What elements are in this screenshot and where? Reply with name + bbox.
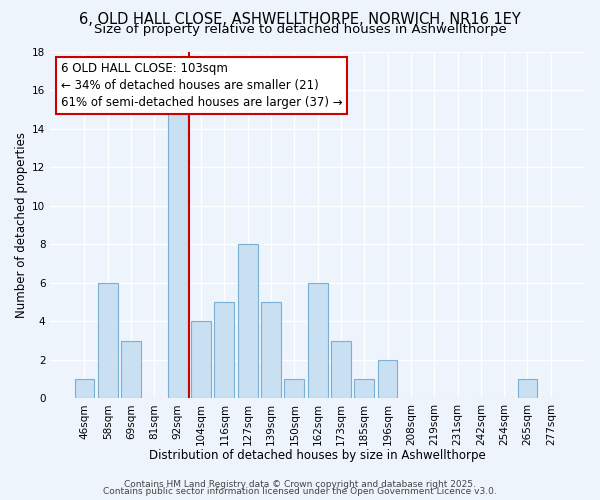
Bar	[121, 340, 141, 398]
Text: 6 OLD HALL CLOSE: 103sqm
← 34% of detached houses are smaller (21)
61% of semi-d: 6 OLD HALL CLOSE: 103sqm ← 34% of detach…	[61, 62, 343, 109]
Bar	[98, 282, 118, 399]
Bar	[355, 379, 374, 398]
Bar	[377, 360, 397, 399]
X-axis label: Distribution of detached houses by size in Ashwellthorpe: Distribution of detached houses by size …	[149, 450, 486, 462]
Bar	[261, 302, 281, 398]
Y-axis label: Number of detached properties: Number of detached properties	[15, 132, 28, 318]
Text: Contains HM Land Registry data © Crown copyright and database right 2025.: Contains HM Land Registry data © Crown c…	[124, 480, 476, 489]
Bar	[518, 379, 538, 398]
Text: Size of property relative to detached houses in Ashwellthorpe: Size of property relative to detached ho…	[94, 22, 506, 36]
Bar	[308, 282, 328, 399]
Bar	[284, 379, 304, 398]
Text: 6, OLD HALL CLOSE, ASHWELLTHORPE, NORWICH, NR16 1EY: 6, OLD HALL CLOSE, ASHWELLTHORPE, NORWIC…	[79, 12, 521, 28]
Bar	[74, 379, 94, 398]
Bar	[191, 322, 211, 398]
Bar	[238, 244, 257, 398]
Text: Contains public sector information licensed under the Open Government Licence v3: Contains public sector information licen…	[103, 487, 497, 496]
Bar	[331, 340, 351, 398]
Bar	[168, 110, 188, 399]
Bar	[214, 302, 234, 398]
